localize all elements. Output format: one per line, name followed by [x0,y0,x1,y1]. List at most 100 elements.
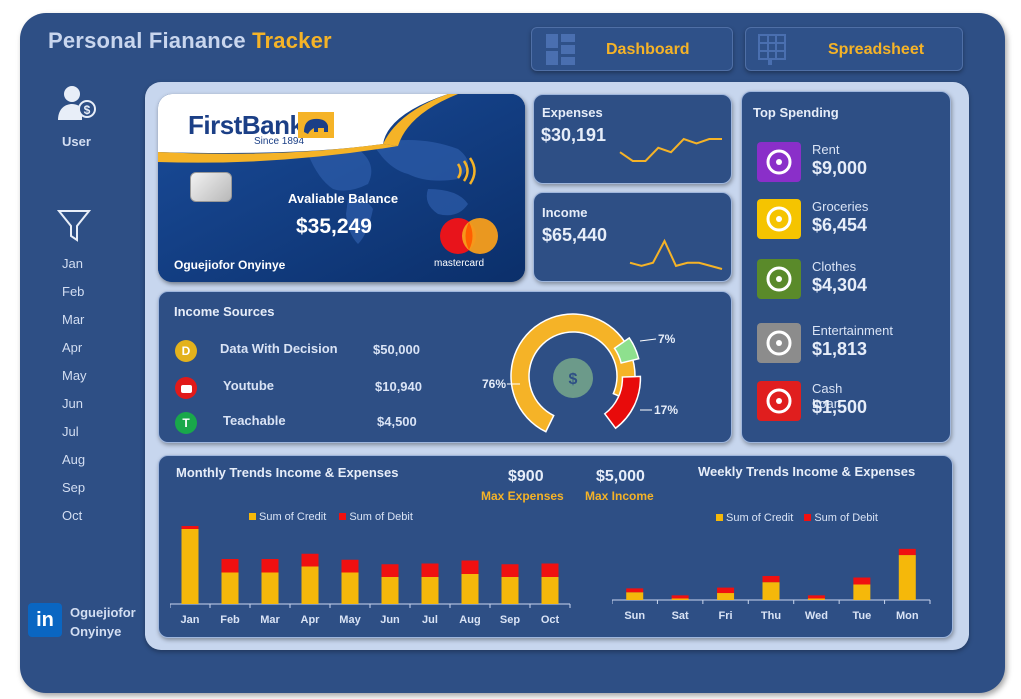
bar-debit [762,575,780,583]
x-tick-label: Mon [896,610,919,622]
linkedin-icon[interactable]: in [28,603,62,637]
month-filter-item[interactable]: Feb [62,284,85,299]
month-filter-item[interactable]: Jan [62,256,83,271]
month-filter-item[interactable]: Apr [62,340,83,355]
bar-credit [421,577,439,604]
top-spending-title: Top Spending [753,105,839,120]
author-first-name: Oguejiofor [70,605,136,620]
spending-value: $1,813 [812,339,868,359]
contactless-icon [456,157,476,185]
month-filter-item[interactable]: Oct [62,508,83,523]
monthly-legend: Sum of Credit Sum of Debit [249,511,413,523]
bar-debit [301,553,319,567]
monthly-trends-title: Monthly Trends Income & Expenses [176,465,399,480]
cash-loan-icon [757,381,801,421]
x-tick-label: Sep [500,614,520,626]
bar-credit [381,577,399,604]
house-icon [757,142,801,182]
spreadsheet-nav-button[interactable]: Spreadsheet [745,27,963,71]
income-source-value: $4,500 [377,414,417,429]
month-filter-item[interactable]: Jun [62,396,83,411]
x-tick-label: Oct [541,614,560,626]
donut-leader [639,338,657,342]
bar-debit [181,526,199,529]
income-source-value: $10,940 [375,379,422,394]
income-sparkline [629,238,723,270]
x-tick-label: Apr [301,614,321,626]
bar-debit [421,563,439,577]
income-source-value: $50,000 [373,342,420,357]
bar-credit [181,529,199,604]
bank-logo: FirstBank [188,110,304,140]
youtube-icon [175,377,197,399]
income-card: Income $65,440 [533,192,732,282]
bar-credit [461,574,479,604]
sparkline-line [629,238,723,270]
bank-card: FirstBank Since 1894 Avaliable Balance $… [158,94,525,282]
x-tick-label: Jul [422,614,438,626]
bar-credit [301,566,319,604]
film-reel-icon [757,323,801,363]
bar-credit [898,555,916,600]
spending-name: Groceries [812,199,869,214]
author-last-name: Onyinye [70,624,122,639]
dashboard-grid-icon [546,34,575,65]
bar-credit [341,572,359,604]
monthly-legend-debit: Sum of Debit [339,511,413,523]
weekly-trends-title: Weekly Trends Income & Expenses [698,464,916,479]
expenses-sparkline [619,137,722,162]
x-tick-label: Feb [220,614,240,626]
dashboard-nav-button[interactable]: Dashboard [531,27,733,71]
card-holder: Oguejiofor Onyinye [174,258,286,272]
x-tick-label: Fri [719,610,733,622]
income-label: Income [542,205,588,220]
spending-value: $4,304 [812,275,868,295]
page-title: Personal Fianance Tracker [48,28,332,53]
income-donut-chart: $76% 17% 7% [482,313,678,433]
income-sources-title: Income Sources [174,304,275,319]
month-filter-item[interactable]: Jul [62,424,79,439]
user-money-icon: $ [58,86,96,120]
x-tick-label: Sat [672,610,689,622]
x-tick-label: Jun [380,614,400,626]
expenses-card: Expenses $30,191 [533,94,732,184]
expenses-value: $30,191 [541,125,607,145]
weekly-legend-credit: Sum of Credit [716,512,793,524]
monthly-trends-chart: Jan Feb Mar Apr May Jun Jul Aug Sep Oct [170,526,571,626]
x-tick-label: Mar [260,614,280,626]
spending-name: Rent [812,142,840,157]
x-tick-label: Aug [459,614,480,626]
bar-credit [261,572,279,604]
bar-credit [717,593,735,600]
donut-label: 76% [482,377,506,391]
bar-credit [807,598,825,600]
user-label: User [62,134,91,149]
spreadsheet-icon [758,34,786,65]
bar-debit [807,595,825,599]
month-filter-item[interactable]: Sep [62,480,86,495]
groceries-bag-icon [757,199,801,239]
bar-debit [898,548,916,556]
bar-debit [671,595,689,599]
sparkline-line [619,137,722,162]
spending-name: Entertainment [812,323,893,338]
bank-since: Since 1894 [254,136,305,147]
chip-icon [190,172,232,202]
x-tick-label: Wed [805,610,828,622]
bar-credit [541,577,559,604]
spending-name: Clothes [812,259,857,274]
card-network: mastercard [434,258,485,269]
bar-credit [501,577,519,604]
balance-value: $35,249 [296,215,372,238]
income-source-name: Data With Decision [220,341,338,356]
max-income-value: $5,000 [596,468,645,485]
bar-credit [762,582,780,600]
bar-credit [671,598,689,600]
month-filter-item[interactable]: Aug [62,452,86,467]
spending-name: Cash Loan [812,381,843,411]
month-filter-item[interactable]: May [62,368,87,383]
bar-debit [626,588,644,593]
filter-icon[interactable] [57,208,91,244]
donut-label: 7% [658,332,676,346]
month-filter-item[interactable]: Mar [62,312,85,327]
